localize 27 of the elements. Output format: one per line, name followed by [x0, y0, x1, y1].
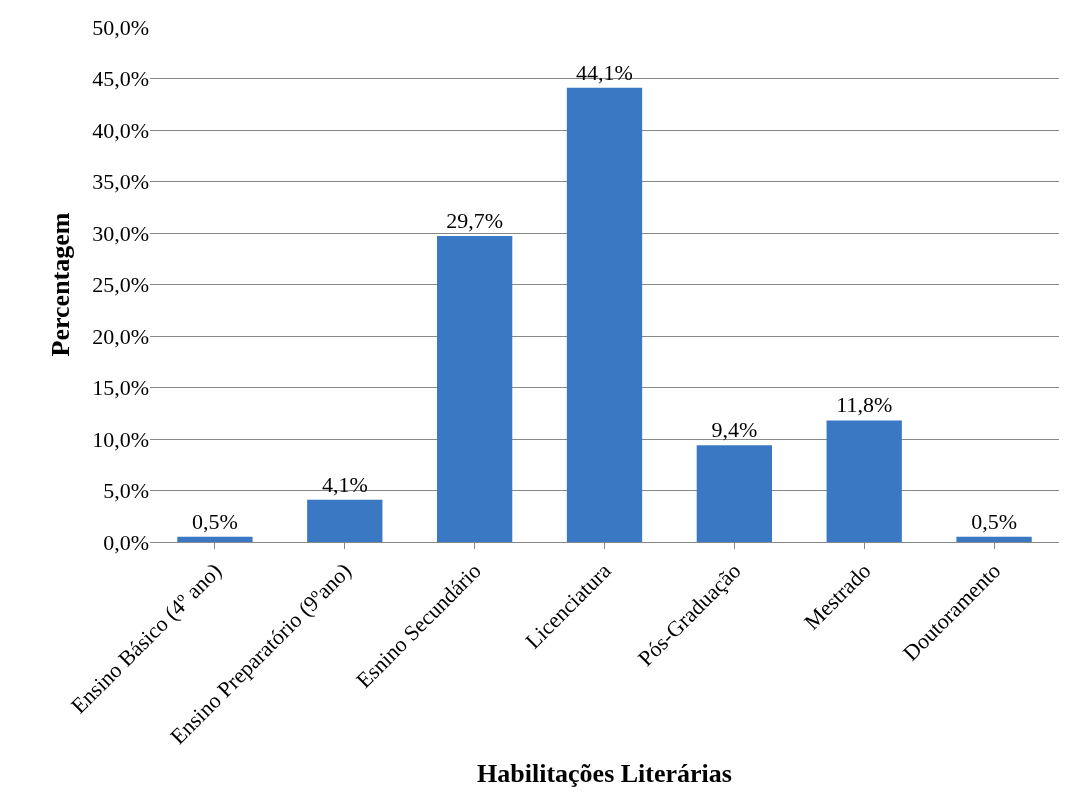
y-tick-label: 20,0%	[92, 323, 149, 349]
data-label: 11,8%	[836, 392, 893, 418]
bar	[826, 420, 902, 542]
y-tick-label: 35,0%	[92, 169, 149, 195]
data-label: 4,1%	[321, 471, 368, 497]
bar	[956, 536, 1032, 542]
y-tick-label: 25,0%	[92, 272, 149, 298]
bar	[436, 236, 513, 542]
data-label: 9,4%	[711, 417, 758, 443]
y-tick-label: 45,0%	[92, 66, 149, 92]
data-label: 29,7%	[446, 208, 504, 234]
y-tick-label: 15,0%	[92, 375, 149, 401]
data-label: 44,1%	[576, 59, 633, 85]
data-label: 0,5%	[192, 508, 238, 534]
bar	[307, 499, 383, 542]
x-axis-title: Habilitações Literárias	[477, 758, 732, 788]
bar	[177, 536, 253, 542]
y-tick-label: 5,0%	[103, 478, 149, 504]
y-tick-label: 50,0%	[92, 14, 149, 40]
bar	[566, 87, 643, 542]
y-axis-title: Percentagem	[45, 212, 75, 357]
bar	[696, 445, 773, 542]
y-tick-label: 0,0%	[103, 529, 149, 555]
data-label: 0,5%	[971, 508, 1017, 534]
y-tick-label: 10,0%	[92, 426, 149, 452]
y-tick-label: 40,0%	[92, 117, 149, 143]
y-tick-label: 30,0%	[92, 220, 149, 246]
